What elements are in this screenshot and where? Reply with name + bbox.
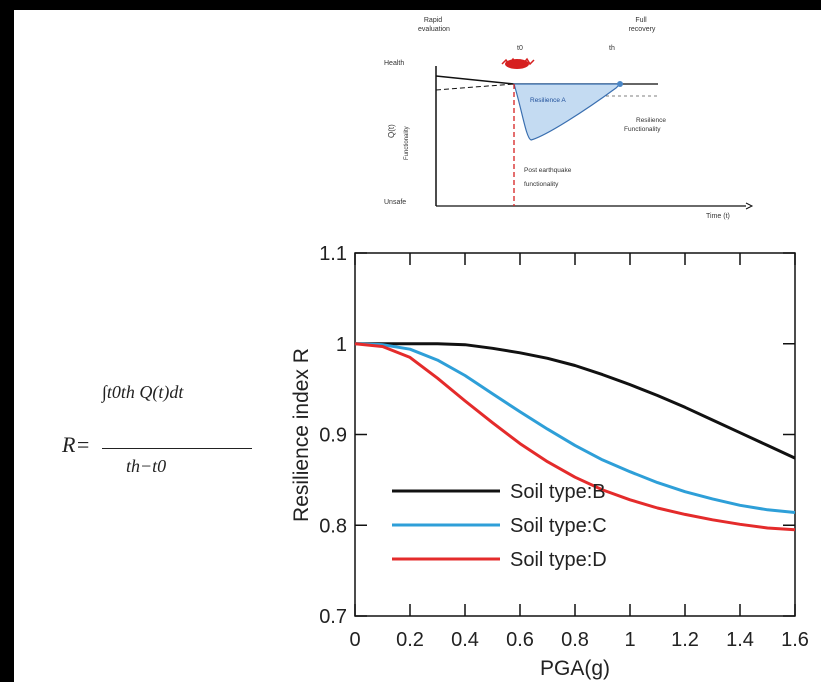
- inset-top-left-line2: evaluation: [418, 26, 450, 33]
- x-tick-label: 0.6: [506, 629, 534, 651]
- x-axis-label: PGA(g): [540, 657, 610, 680]
- x-tick-label: 0.8: [561, 629, 589, 651]
- inset-y-axis-label: Q(t): [387, 124, 396, 138]
- inset-event-note-line1: Post earthquake: [524, 167, 572, 174]
- legend-label: Soil type:B: [510, 481, 606, 503]
- resilience-chart: 0 0.2 0.4 0.6 0.8 1 1.2 1.4 1.6 0.7 0.8 0.9 1 1.1 Soi…: [290, 243, 809, 680]
- formula-numerator: ∫t0th Q(t)dt: [102, 382, 184, 402]
- resilience-schematic: Rapid evaluation Full recovery t0 th Hea…: [384, 17, 754, 220]
- x-tick-label: 1: [624, 629, 635, 651]
- inset-y-top-label: Health: [384, 60, 404, 67]
- inset-top-right-line1: Full: [635, 17, 647, 24]
- series-line-3: [354, 342, 796, 532]
- inset-x-axis-label: Time (t): [706, 213, 730, 220]
- formula-denominator: th−t0: [126, 456, 167, 476]
- x-tick-label: 0: [349, 629, 360, 651]
- y-tick-label: 0.7: [319, 606, 347, 628]
- inset-top-right-label: Full recovery: [629, 17, 656, 33]
- inset-right-note: Resilience Functionality: [624, 117, 668, 133]
- resilience-formula: R= ∫t0th Q(t)dt th−t0: [62, 376, 262, 506]
- inset-recovery-point: [617, 81, 623, 87]
- y-tick-label: 1: [336, 334, 347, 356]
- y-tick-label: 0.9: [319, 425, 347, 447]
- y-axis-label: Resilience index R: [290, 348, 313, 522]
- inset-event-note-line2: functionality: [524, 181, 559, 188]
- inset-x-arrow: [745, 202, 754, 210]
- x-tick-label: 1.6: [781, 629, 809, 651]
- formula-fraction-bar: [102, 448, 252, 449]
- inset-right-note-line2: Functionality: [624, 126, 661, 133]
- inset-top-right-line2: recovery: [629, 26, 656, 33]
- inset-trend-dashed: [435, 83, 515, 91]
- legend-label: Soil type:D: [510, 549, 607, 571]
- inset-resilience-area: [513, 83, 622, 141]
- y-tick-label: 1.1: [319, 243, 347, 265]
- figure-panel: Rapid evaluation Full recovery t0 th Hea…: [14, 10, 821, 682]
- inset-th-label: th: [609, 45, 615, 52]
- inset-right-note-line1: Resilience: [636, 117, 666, 124]
- inset-y-axis-sublabel: Functionality: [404, 126, 410, 160]
- inset-pre-event-line: [435, 75, 515, 85]
- series-line-2: [354, 342, 796, 514]
- y-tick-label: 0.8: [319, 515, 347, 537]
- inset-top-left-line1: Rapid: [424, 17, 442, 24]
- inset-event-note: Post earthquake functionality: [524, 167, 573, 188]
- x-tick-label: 1.4: [726, 629, 754, 651]
- x-tick-label: 1.2: [671, 629, 699, 651]
- inset-t0-label: t0: [517, 45, 523, 52]
- x-tick-label: 0.4: [451, 629, 479, 651]
- inset-top-left-label: Rapid evaluation: [418, 17, 450, 33]
- series-line-1: [355, 342, 796, 460]
- earthquake-burst-icon: [501, 57, 535, 69]
- inset-y-bottom-label: Unsafe: [384, 199, 406, 206]
- inset-area-label: Resilience A: [530, 97, 566, 104]
- legend-label: Soil type:C: [510, 515, 607, 537]
- x-tick-label: 0.2: [396, 629, 424, 651]
- formula-lhs: R=: [62, 432, 91, 457]
